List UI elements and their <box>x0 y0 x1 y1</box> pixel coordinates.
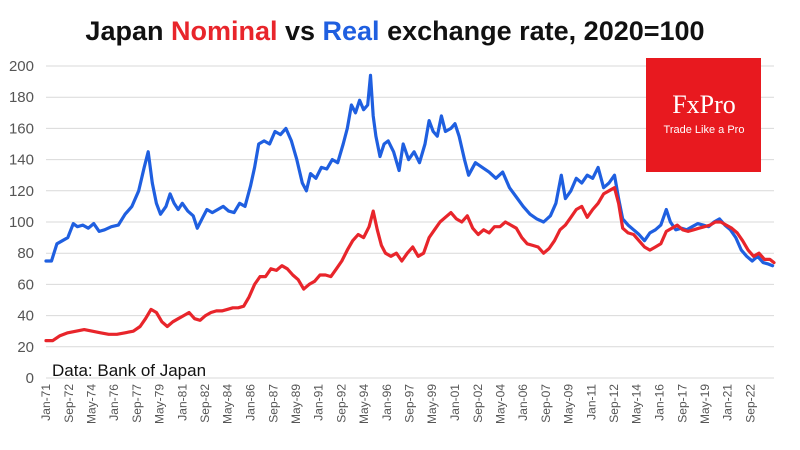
x-tick-label: Sep-77 <box>130 384 144 423</box>
x-axis: Jan-71 Sep-72 May-74 Jan-76 Sep-77 May-79 Jan-… <box>39 384 757 424</box>
x-tick-label: May-19 <box>698 384 712 424</box>
y-tick-label: 20 <box>17 339 34 356</box>
x-tick-label: May-84 <box>221 384 235 424</box>
x-tick-label: Jan-96 <box>380 384 394 421</box>
y-tick-label: 180 <box>9 89 34 106</box>
y-tick-label: 140 <box>9 152 34 169</box>
x-tick-label: Sep-82 <box>198 384 212 423</box>
y-axis: 0 20 40 60 80 100 120 140 160 180 200 <box>9 58 34 387</box>
title-part-nominal: Nominal <box>171 16 278 46</box>
chart-title: Japan Nominal vs Real exchange rate, 202… <box>85 16 704 46</box>
title-part-5: exchange rate, 2020=100 <box>380 16 705 46</box>
x-tick-label: May-89 <box>289 384 303 424</box>
x-tick-label: Jan-01 <box>448 384 462 421</box>
logo-name: FxPro <box>672 90 736 119</box>
y-tick-label: 120 <box>9 183 34 200</box>
fxpro-logo: FxPro Trade Like a Pro <box>646 58 761 172</box>
y-tick-label: 160 <box>9 120 34 137</box>
x-tick-label: Sep-12 <box>607 384 621 423</box>
x-tick-label: Sep-22 <box>743 384 757 423</box>
x-tick-label: May-99 <box>425 384 439 424</box>
x-tick-label: Jan-86 <box>243 384 257 421</box>
logo-tagline: Trade Like a Pro <box>664 124 745 136</box>
x-tick-label: Jan-21 <box>721 384 735 421</box>
x-tick-label: Sep-72 <box>62 384 76 423</box>
x-tick-label: Sep-07 <box>539 384 553 423</box>
x-tick-label: May-79 <box>153 384 167 424</box>
source-note: Data: Bank of Japan <box>52 361 206 380</box>
title-part-1: Japan <box>85 16 171 46</box>
x-tick-label: May-09 <box>562 384 576 424</box>
y-tick-label: 40 <box>17 308 34 325</box>
series-lines <box>44 73 776 343</box>
series-line-nominal <box>44 186 776 343</box>
series-line-real <box>44 73 775 268</box>
x-tick-label: Jan-16 <box>652 384 666 421</box>
x-tick-label: Sep-92 <box>334 384 348 423</box>
x-tick-label: Sep-02 <box>471 384 485 423</box>
x-tick-label: Jan-76 <box>107 384 121 421</box>
x-tick-label: Jan-71 <box>39 384 53 421</box>
y-tick-label: 60 <box>17 276 34 293</box>
logo-background <box>646 58 761 172</box>
x-tick-label: Sep-17 <box>675 384 689 423</box>
x-tick-label: May-94 <box>357 384 371 424</box>
x-tick-label: May-04 <box>493 384 507 424</box>
x-tick-label: Sep-87 <box>266 384 280 423</box>
x-tick-label: Jan-11 <box>584 384 598 420</box>
y-tick-label: 0 <box>26 370 34 387</box>
x-tick-label: Jan-06 <box>516 384 530 421</box>
x-tick-label: Jan-91 <box>312 384 326 421</box>
x-tick-label: Sep-97 <box>403 384 417 423</box>
y-tick-label: 80 <box>17 245 34 262</box>
title-part-real: Real <box>323 16 380 46</box>
x-tick-label: Jan-81 <box>175 384 189 421</box>
y-tick-label: 100 <box>9 214 34 231</box>
x-tick-label: May-14 <box>630 384 644 424</box>
title-part-3: vs <box>277 16 322 46</box>
x-tick-label: May-74 <box>84 384 98 424</box>
y-tick-label: 200 <box>9 58 34 75</box>
